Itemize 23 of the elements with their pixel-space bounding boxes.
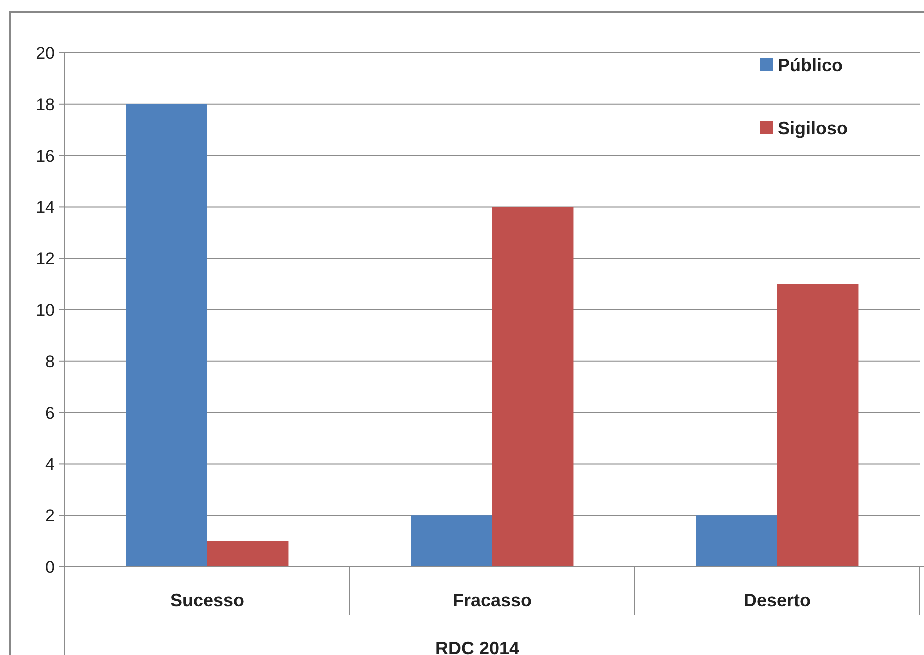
bar: [126, 104, 208, 567]
bar: [778, 284, 859, 567]
x-tick-label: Deserto: [744, 590, 812, 610]
legend-label: Sigiloso: [778, 118, 848, 138]
x-tick-label: Sucesso: [170, 590, 245, 610]
y-tick-label: 16: [36, 146, 55, 166]
bar: [696, 516, 778, 567]
x-tick-label: Fracasso: [452, 590, 532, 610]
y-tick-label: 10: [36, 300, 55, 320]
y-tick-label: 8: [46, 352, 55, 372]
y-tick-label: 20: [36, 44, 55, 63]
y-tick-label: 2: [46, 506, 55, 526]
y-tick-label: 12: [36, 250, 55, 269]
y-tick-label: 0: [46, 558, 55, 577]
y-tick-label: 4: [46, 455, 55, 474]
bar: [411, 516, 492, 567]
bar: [208, 541, 289, 567]
y-tick-label: 18: [36, 95, 55, 114]
y-tick-label: 6: [46, 404, 55, 423]
x-axis-title: RDC 2014: [435, 638, 520, 655]
bar: [492, 207, 574, 567]
legend-label: Público: [778, 55, 844, 76]
y-tick-label: 14: [36, 198, 55, 218]
